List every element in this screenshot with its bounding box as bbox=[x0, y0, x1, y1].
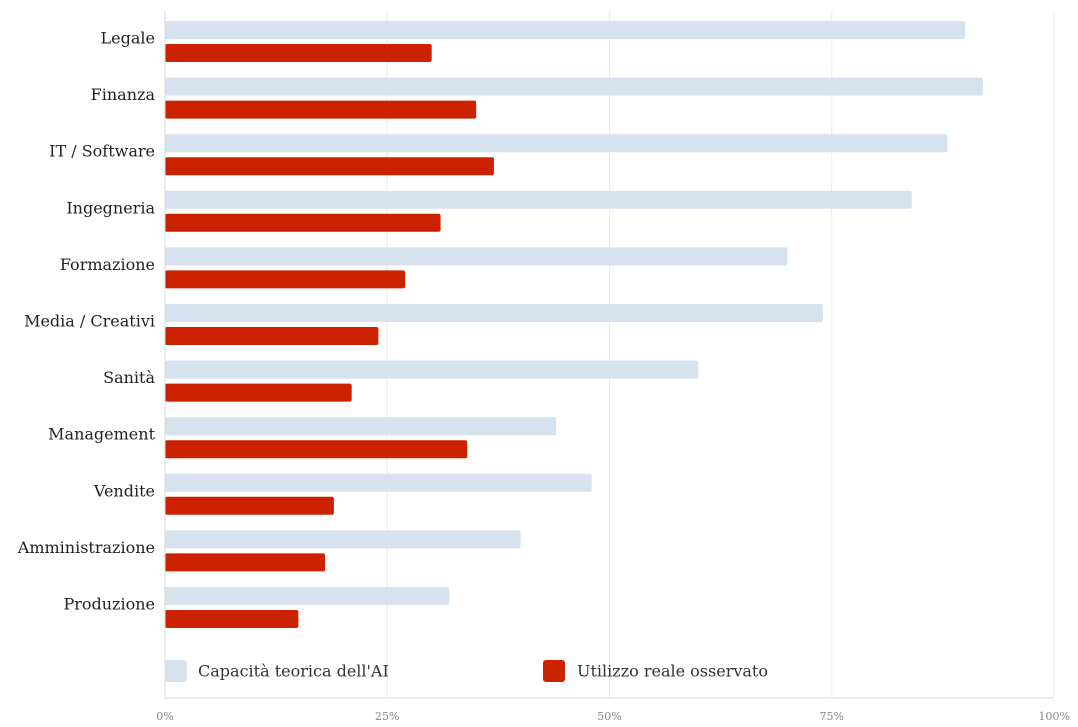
bar-capacity bbox=[165, 587, 450, 605]
bar-usage bbox=[165, 496, 334, 515]
bar-capacity bbox=[165, 473, 592, 492]
bar-capacity bbox=[165, 530, 521, 549]
x-tick-label: 75% bbox=[820, 710, 844, 723]
bar-usage bbox=[165, 157, 494, 176]
bar-usage bbox=[165, 327, 379, 345]
category-label: Produzione bbox=[63, 595, 155, 614]
bar-usage bbox=[165, 383, 352, 402]
category-label: IT / Software bbox=[49, 142, 155, 161]
bar-usage bbox=[165, 270, 406, 289]
axis: 0% 25% 50% 75% 100% bbox=[156, 10, 1070, 723]
bar-usage bbox=[165, 440, 468, 459]
bar-usage bbox=[165, 213, 441, 232]
bar-capacity bbox=[165, 247, 788, 266]
category-label: Legale bbox=[101, 29, 155, 48]
legend-swatch bbox=[165, 660, 187, 682]
category-labels: Legale Finanza IT / Software Ingegneria Form… bbox=[17, 29, 156, 614]
category-label: Vendite bbox=[93, 481, 155, 500]
category-label: Amministrazione bbox=[17, 538, 155, 557]
bar-capacity bbox=[165, 21, 966, 39]
category-label: Finanza bbox=[91, 85, 156, 104]
legend-label: Capacità teorica dell'AI bbox=[198, 662, 389, 681]
category-label: Media / Creativi bbox=[24, 312, 155, 331]
category-label: Ingegneria bbox=[66, 198, 155, 217]
bar-capacity bbox=[165, 77, 983, 96]
x-tick-label: 100% bbox=[1039, 710, 1070, 723]
bar-capacity bbox=[165, 417, 557, 436]
x-tick-label: 25% bbox=[375, 710, 399, 723]
x-tick-label: 50% bbox=[597, 710, 621, 723]
category-label: Sanità bbox=[103, 368, 155, 387]
bar-usage bbox=[165, 610, 299, 628]
x-tick-label: 0% bbox=[156, 710, 173, 723]
bar-capacity bbox=[165, 360, 699, 379]
bar-usage bbox=[165, 553, 326, 572]
legend: Capacità teorica dell'AI Utilizzo reale o… bbox=[165, 660, 768, 682]
bar-series bbox=[165, 21, 983, 628]
bar-capacity bbox=[165, 134, 948, 153]
category-label: Management bbox=[48, 425, 155, 444]
bar-capacity bbox=[165, 190, 912, 209]
bar-usage bbox=[165, 44, 432, 62]
category-label: Formazione bbox=[60, 255, 155, 274]
legend-label: Utilizzo reale osservato bbox=[577, 662, 768, 681]
bar-usage bbox=[165, 100, 477, 119]
legend-swatch bbox=[543, 660, 565, 682]
bar-capacity bbox=[165, 304, 823, 322]
